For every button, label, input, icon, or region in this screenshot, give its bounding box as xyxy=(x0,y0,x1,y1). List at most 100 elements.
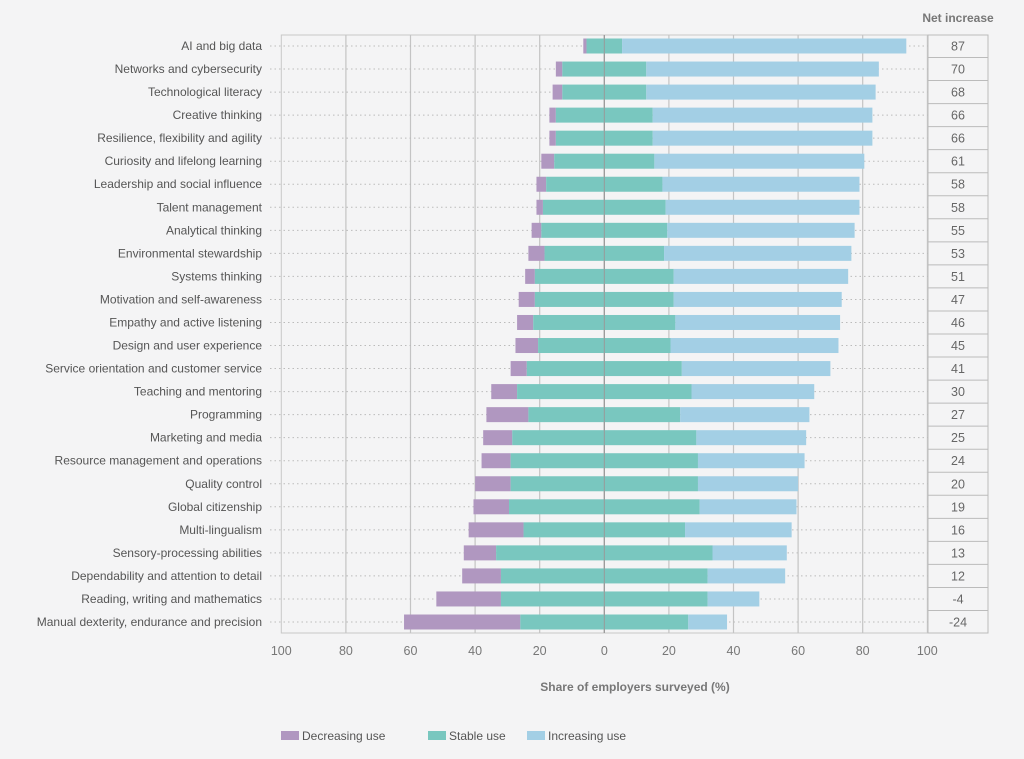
bar-increasing-use xyxy=(664,245,852,261)
bar-decreasing-use xyxy=(517,314,534,330)
legend-label: Increasing use xyxy=(548,729,626,743)
x-tick-label: 40 xyxy=(727,644,741,658)
legend-label: Decreasing use xyxy=(302,729,386,743)
net-increase-value: 66 xyxy=(951,109,965,123)
category-rows: AI and big data Networks and cybersecurit… xyxy=(37,39,928,629)
bar-decreasing-use xyxy=(555,61,563,77)
net-increase-value: 58 xyxy=(951,178,965,192)
net-increase-value: 27 xyxy=(951,408,965,422)
bar-decreasing-use xyxy=(552,84,563,100)
bar-increasing-use xyxy=(662,176,860,192)
net-increase-value: 70 xyxy=(951,63,965,77)
x-tick-label: 100 xyxy=(917,644,938,658)
net-increase-value: 68 xyxy=(951,86,965,100)
net-increase-value: 55 xyxy=(951,224,965,238)
legend-swatch xyxy=(527,731,545,740)
bar-decreasing-use xyxy=(549,130,556,146)
bar-decreasing-use xyxy=(549,107,556,123)
bar-increasing-use xyxy=(673,268,849,284)
bar-decreasing-use xyxy=(481,453,511,469)
bar-increasing-use xyxy=(691,384,815,400)
net-increase-value: 53 xyxy=(951,247,965,261)
bar-increasing-use xyxy=(654,153,865,169)
net-increase-value: 47 xyxy=(951,293,965,307)
x-tick-label: 80 xyxy=(856,644,870,658)
x-tick-label: 0 xyxy=(601,644,608,658)
net-increase-value: -24 xyxy=(949,616,967,630)
category-label: Curiosity and lifelong learning xyxy=(105,154,262,168)
net-increase-value: 87 xyxy=(951,40,965,54)
category-label: Programming xyxy=(190,408,262,422)
x-tick-label: 20 xyxy=(533,644,547,658)
net-increase-value: 13 xyxy=(951,546,965,560)
x-axis-ticks: 100 80 60 40 20 0 20 40 60 80 100 xyxy=(271,644,938,658)
net-increase-value: 25 xyxy=(951,431,965,445)
bar-decreasing-use xyxy=(525,268,535,284)
legend: Decreasing use Stable use Increasing use xyxy=(281,729,626,743)
category-label: Global citizenship xyxy=(168,500,262,514)
category-label: Technological literacy xyxy=(148,85,262,99)
net-increase-column: Net increase 87 70 68 66 66 61 58 58 55 53 51 47 46 4… xyxy=(922,11,994,634)
bar-increasing-use xyxy=(675,314,841,330)
bar-decreasing-use xyxy=(436,591,501,607)
bar-decreasing-use xyxy=(491,384,518,400)
net-increase-value: 30 xyxy=(951,385,965,399)
bar-decreasing-use xyxy=(510,361,527,377)
category-label: AI and big data xyxy=(181,39,262,53)
bar-increasing-use xyxy=(688,614,728,630)
category-label: Multi-lingualism xyxy=(179,523,262,537)
category-label: Environmental stewardship xyxy=(118,246,262,260)
bar-increasing-use xyxy=(707,591,760,607)
net-increase-value: -4 xyxy=(952,592,963,606)
net-increase-value: 66 xyxy=(951,132,965,146)
bar-increasing-use xyxy=(697,453,805,469)
net-increase-value: 20 xyxy=(951,477,965,491)
bar-decreasing-use xyxy=(486,407,529,423)
net-increase-value: 19 xyxy=(951,500,965,514)
bar-increasing-use xyxy=(622,38,907,54)
net-increase-header: Net increase xyxy=(922,11,994,25)
net-increase-value: 24 xyxy=(951,454,965,468)
bar-decreasing-use xyxy=(475,476,511,492)
net-increase-value: 51 xyxy=(951,270,965,284)
category-label: Quality control xyxy=(185,477,262,491)
net-increase-value: 41 xyxy=(951,362,965,376)
category-label: Empathy and active listening xyxy=(109,315,262,329)
net-increase-value: 61 xyxy=(951,155,965,169)
bar-decreasing-use xyxy=(483,430,513,446)
bar-increasing-use xyxy=(699,499,797,515)
x-tick-label: 20 xyxy=(662,644,676,658)
legend-swatch xyxy=(281,731,299,740)
category-label: Motivation and self-awareness xyxy=(100,292,262,306)
bar-increasing-use xyxy=(680,407,810,423)
bar-decreasing-use xyxy=(518,291,535,307)
category-label: Teaching and mentoring xyxy=(134,385,262,399)
bar-decreasing-use xyxy=(528,245,545,261)
net-increase-value: 16 xyxy=(951,523,965,537)
category-label: Leadership and social influence xyxy=(94,177,262,191)
bar-increasing-use xyxy=(697,476,799,492)
bar-increasing-use xyxy=(707,568,786,584)
bar-decreasing-use xyxy=(531,222,542,238)
bar-increasing-use xyxy=(696,430,807,446)
net-increase-value: 12 xyxy=(951,569,965,583)
category-label: Networks and cybersecurity xyxy=(115,62,262,76)
category-label: Service orientation and customer service xyxy=(45,362,262,376)
category-label: Design and user experience xyxy=(113,339,263,353)
bar-decreasing-use xyxy=(473,499,510,515)
category-label: Analytical thinking xyxy=(166,223,262,237)
x-tick-label: 60 xyxy=(404,644,418,658)
x-tick-label: 40 xyxy=(468,644,482,658)
bar-increasing-use xyxy=(712,545,787,561)
bars xyxy=(404,35,907,633)
x-tick-label: 100 xyxy=(271,644,292,658)
category-label: Sensory-processing abilities xyxy=(113,546,262,560)
x-axis-title: Share of employers surveyed (%) xyxy=(540,680,729,694)
bar-increasing-use xyxy=(685,522,792,538)
category-label: Manual dexterity, endurance and precisio… xyxy=(37,615,262,629)
category-label: Talent management xyxy=(157,200,263,214)
category-label: Marketing and media xyxy=(150,431,262,445)
bar-increasing-use xyxy=(670,338,839,354)
x-tick-label: 80 xyxy=(339,644,353,658)
